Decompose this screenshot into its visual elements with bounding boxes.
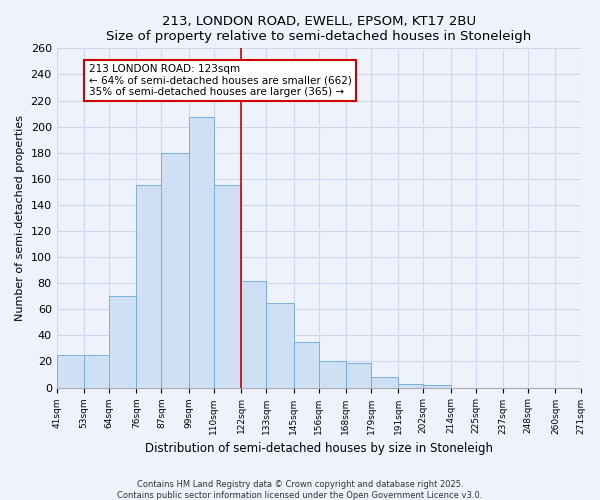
Bar	[266, 303, 293, 388]
Text: Contains HM Land Registry data © Crown copyright and database right 2025.
Contai: Contains HM Land Registry data © Crown c…	[118, 480, 482, 500]
X-axis label: Distribution of semi-detached houses by size in Stoneleigh: Distribution of semi-detached houses by …	[145, 442, 493, 455]
Bar	[241, 280, 266, 388]
Title: 213, LONDON ROAD, EWELL, EPSOM, KT17 2BU
Size of property relative to semi-detac: 213, LONDON ROAD, EWELL, EPSOM, KT17 2BU…	[106, 15, 531, 43]
Bar	[161, 152, 189, 388]
Bar	[371, 377, 398, 388]
Bar	[56, 355, 84, 388]
Bar	[109, 296, 136, 388]
Bar	[136, 186, 161, 388]
Bar	[346, 363, 371, 388]
Bar	[84, 355, 109, 388]
Bar	[189, 118, 214, 388]
Bar	[398, 384, 424, 388]
Bar	[293, 342, 319, 388]
Bar	[319, 362, 346, 388]
Bar	[424, 385, 451, 388]
Bar	[214, 186, 241, 388]
Text: 213 LONDON ROAD: 123sqm
← 64% of semi-detached houses are smaller (662)
35% of s: 213 LONDON ROAD: 123sqm ← 64% of semi-de…	[89, 64, 352, 97]
Y-axis label: Number of semi-detached properties: Number of semi-detached properties	[15, 115, 25, 321]
